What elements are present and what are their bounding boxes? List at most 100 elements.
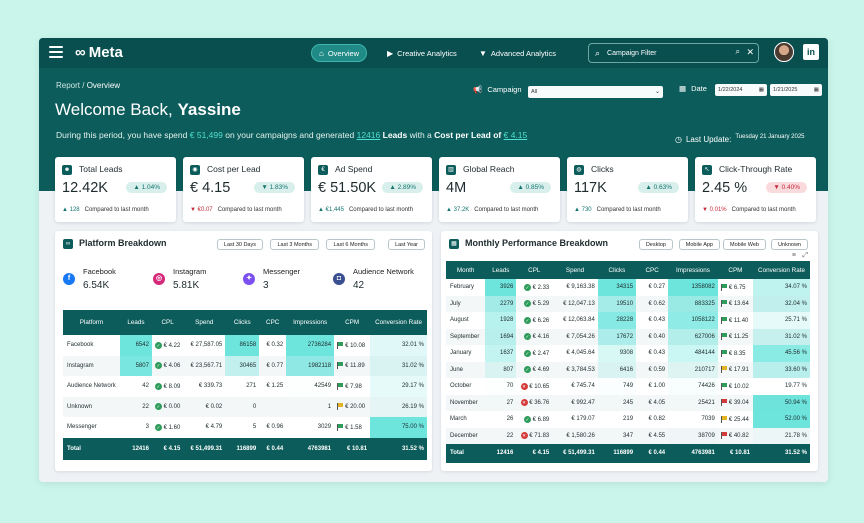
campaign-filter-search[interactable]: ⌕ Campaign Filter ⌕ ✕	[588, 43, 759, 63]
date-to-field[interactable]: 1/21/2025 ▦	[770, 84, 822, 96]
nav-advanced-analytics[interactable]: ▼ Advanced Analytics	[472, 44, 563, 62]
video-icon: ▶	[387, 48, 394, 58]
expand-icon[interactable]: ⤢	[802, 252, 808, 259]
cpc-cell	[259, 397, 286, 418]
cpm-cell: € 8.35	[718, 345, 753, 362]
platform-table: Platform Leads CPL Spend Clicks CPC Impression…	[63, 310, 427, 460]
filter-pill[interactable]: Desktop	[638, 239, 673, 250]
spend-cell: € 23,567.71	[190, 362, 223, 369]
nav-creative-analytics[interactable]: ▶ Creative Analytics	[380, 44, 464, 62]
flag-icon	[720, 366, 727, 374]
calendar-icon[interactable]: ▦	[758, 87, 764, 93]
filter-pill[interactable]: Last 30 Days	[216, 239, 263, 250]
filter-pill[interactable]: Last 6 Months	[326, 239, 375, 250]
table-row[interactable]: July 2279 ✓ € 5.29 € 12,047.13 19510 € 0.62 88…	[446, 295, 810, 312]
clicks-cell: 5	[252, 424, 257, 431]
kpi-title: Click-Through Rate	[719, 164, 793, 174]
column-header[interactable]: Conversion Rate	[370, 310, 427, 335]
column-header[interactable]: Impressions	[286, 310, 335, 335]
search-submit-icon[interactable]: ⌕	[735, 47, 740, 56]
menu-icon[interactable]	[49, 46, 63, 58]
campaign-select[interactable]: All ⌄	[528, 86, 663, 98]
cpl-value: € 6.89	[532, 416, 550, 423]
column-header[interactable]: CPC	[636, 261, 669, 279]
filter-icon[interactable]: ≡	[791, 252, 796, 259]
column-header[interactable]: Month	[446, 261, 486, 279]
conversion-cell: 34.07 %	[753, 279, 810, 296]
total-cell: € 10.81	[717, 444, 754, 463]
table-row[interactable]: September 1694 ✓ € 4.16 € 7,054.26 17672 € 0.…	[446, 328, 810, 345]
date-from-field[interactable]: 1/22/2024 ▦	[715, 84, 767, 96]
column-header[interactable]: Spend	[552, 261, 598, 279]
table-row[interactable]: March 26 ✓ € 6.89 € 179.07 219 € 0.82 7039 € 25…	[446, 411, 810, 428]
cpl-cell: ✕ € 71.83	[516, 428, 552, 445]
column-header[interactable]: Conversion Rate	[753, 261, 810, 279]
conversion-cell: 26.19 %	[370, 396, 427, 417]
filter-pill[interactable]: Mobile Web	[723, 239, 766, 250]
avatar[interactable]	[774, 42, 794, 62]
check-icon: ✓	[523, 316, 531, 324]
spend-cell: € 4.79	[205, 424, 223, 431]
cpl-value: € 36.76	[529, 400, 550, 407]
table-row[interactable]: Facebook 6542 ✓ € 4.22 € 27,587.05 86158 € 0.…	[63, 335, 427, 356]
filter-pill[interactable]: Unknown	[771, 239, 808, 250]
meta-infinity-icon: ∞	[75, 44, 86, 61]
column-header[interactable]: Platform	[63, 310, 120, 335]
check-icon: ✓	[154, 341, 162, 349]
kpi-change-badge: ▼ 0.40%	[766, 182, 807, 193]
table-row[interactable]: August 1928 ✓ € 6.26 € 12,063.84 28228 € 0.43…	[446, 312, 810, 329]
leads-cell: 26	[506, 416, 514, 423]
filter-pill[interactable]: Last 3 Months	[270, 239, 319, 250]
filter-pill[interactable]: Mobile App	[678, 239, 720, 250]
kpi-card: ◉ Cost per Lead € 4.15 ▼ 1.83% ▼ €0.07 Compar…	[183, 157, 304, 222]
table-row[interactable]: November 27 ✕ € 36.76 € 992.47 245 € 4.05 2542…	[446, 394, 810, 411]
clicks-cell: 9308	[597, 345, 637, 362]
filter-pill[interactable]: Last Year	[388, 239, 425, 250]
close-icon[interactable]: ✕	[746, 47, 754, 57]
calendar-icon[interactable]: ▦	[813, 87, 819, 93]
table-row[interactable]: Messenger 3 ✓ € 1.60 € 4.79 5 € 0.96 3029 € 1.5…	[63, 417, 427, 438]
column-header[interactable]: CPL	[516, 261, 553, 279]
column-header[interactable]: CPL	[151, 310, 184, 335]
column-header[interactable]: Leads	[119, 310, 152, 335]
table-row[interactable]: January 1637 ✓ € 2.47 € 4,045.64 9308 € 0.43 4…	[446, 345, 810, 362]
column-header[interactable]: Clicks	[225, 310, 260, 335]
nav-overview[interactable]: ⌂ Overview	[311, 44, 368, 62]
cpl-value: € 71.83	[529, 433, 550, 440]
kpi-title: Global Reach	[463, 164, 515, 174]
conversion-cell: 75.00 %	[370, 417, 427, 438]
table-row[interactable]: October 70 ✕ € 10.65 € 745.74 749 € 1.00 74426…	[446, 378, 810, 395]
table-row[interactable]: February 3926 ✓ € 2.33 € 9,163.38 34315 € 0.2…	[446, 279, 810, 296]
table-row[interactable]: June 807 ✓ € 4.69 € 3,784.53 6416 € 0.59 21071…	[446, 361, 810, 378]
cpm-cell: € 10.02	[718, 378, 753, 395]
leads-cell: 807	[485, 361, 517, 378]
linkedin-icon[interactable]: in	[803, 44, 819, 60]
breadcrumb-root[interactable]: Report /	[56, 81, 85, 90]
welcome-prefix: Welcome Back,	[55, 100, 173, 119]
cpl-value: € 6.26	[532, 317, 550, 324]
summary-part-5: Cost per Lead of	[434, 130, 502, 140]
column-header[interactable]: Leads	[485, 261, 517, 279]
kpi-row: ☻ Total Leads 12.42K ▲ 1.04% ▲ 128 Compared t…	[55, 157, 816, 222]
column-header[interactable]: Clicks	[597, 261, 637, 279]
impressions-cell: 1982118	[286, 355, 335, 376]
clicks-cell: 28228	[597, 312, 637, 329]
cpl-value: € 4.69	[532, 367, 550, 374]
table-row[interactable]: Instagram 5807 ✓ € 4.06 € 23,567.71 30465 € 0…	[63, 355, 427, 376]
column-header[interactable]: CPM	[334, 310, 371, 335]
summary-cpl: € 4.15	[503, 130, 528, 140]
column-header[interactable]: CPM	[717, 261, 754, 279]
row-label: Audience Network	[67, 383, 116, 390]
column-header[interactable]: Spend	[183, 310, 226, 335]
table-row[interactable]: Audience Network 42 ✓ € 8.09 € 339.73 271 € 1…	[63, 376, 427, 397]
flag-icon	[720, 333, 727, 341]
column-header[interactable]: CPC	[259, 310, 287, 335]
row-label: March	[450, 416, 467, 423]
table-row[interactable]: December 22 ✕ € 71.83 € 1,580.26 347 € 4.55 38…	[446, 427, 810, 445]
table-row[interactable]: Unknown 22 ✓ € 0.00 € 0.02 0 1 € 20.00 26.19 %	[63, 396, 427, 418]
column-header[interactable]: Impressions	[668, 261, 718, 279]
check-icon: ✓	[154, 362, 162, 370]
cpc-cell: € 0.43	[648, 350, 666, 357]
clicks-cell: 86158	[225, 335, 260, 356]
row-label: Facebook	[67, 342, 94, 349]
